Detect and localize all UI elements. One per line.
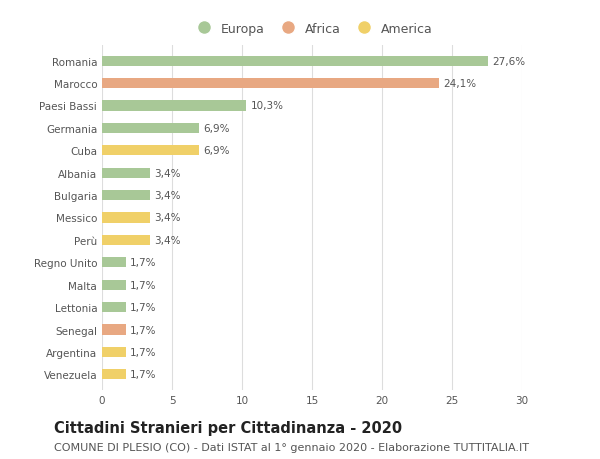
Text: 6,9%: 6,9% bbox=[203, 146, 229, 156]
Bar bbox=[102, 190, 149, 201]
Text: Cittadini Stranieri per Cittadinanza - 2020: Cittadini Stranieri per Cittadinanza - 2… bbox=[54, 420, 402, 435]
Bar bbox=[102, 369, 126, 380]
Text: 1,7%: 1,7% bbox=[130, 369, 157, 380]
Text: 3,4%: 3,4% bbox=[154, 213, 181, 223]
Text: 3,4%: 3,4% bbox=[154, 168, 181, 178]
Text: 3,4%: 3,4% bbox=[154, 190, 181, 201]
Text: COMUNE DI PLESIO (CO) - Dati ISTAT al 1° gennaio 2020 - Elaborazione TUTTITALIA.: COMUNE DI PLESIO (CO) - Dati ISTAT al 1°… bbox=[54, 442, 529, 452]
Text: 3,4%: 3,4% bbox=[154, 235, 181, 246]
Bar bbox=[102, 347, 126, 357]
Bar bbox=[102, 235, 149, 246]
Bar bbox=[102, 101, 246, 111]
Bar bbox=[102, 302, 126, 313]
Bar bbox=[102, 146, 199, 156]
Text: 24,1%: 24,1% bbox=[443, 79, 477, 89]
Text: 1,7%: 1,7% bbox=[130, 347, 157, 357]
Bar bbox=[102, 325, 126, 335]
Bar bbox=[102, 280, 126, 290]
Bar bbox=[102, 168, 149, 179]
Bar bbox=[102, 213, 149, 223]
Text: 6,9%: 6,9% bbox=[203, 123, 229, 134]
Text: 1,7%: 1,7% bbox=[130, 302, 157, 313]
Legend: Europa, Africa, America: Europa, Africa, America bbox=[186, 18, 438, 41]
Text: 1,7%: 1,7% bbox=[130, 280, 157, 290]
Text: 1,7%: 1,7% bbox=[130, 258, 157, 268]
Text: 1,7%: 1,7% bbox=[130, 325, 157, 335]
Bar bbox=[102, 257, 126, 268]
Text: 10,3%: 10,3% bbox=[250, 101, 283, 111]
Bar bbox=[102, 56, 488, 67]
Bar bbox=[102, 79, 439, 89]
Text: 27,6%: 27,6% bbox=[493, 56, 526, 67]
Bar bbox=[102, 123, 199, 134]
